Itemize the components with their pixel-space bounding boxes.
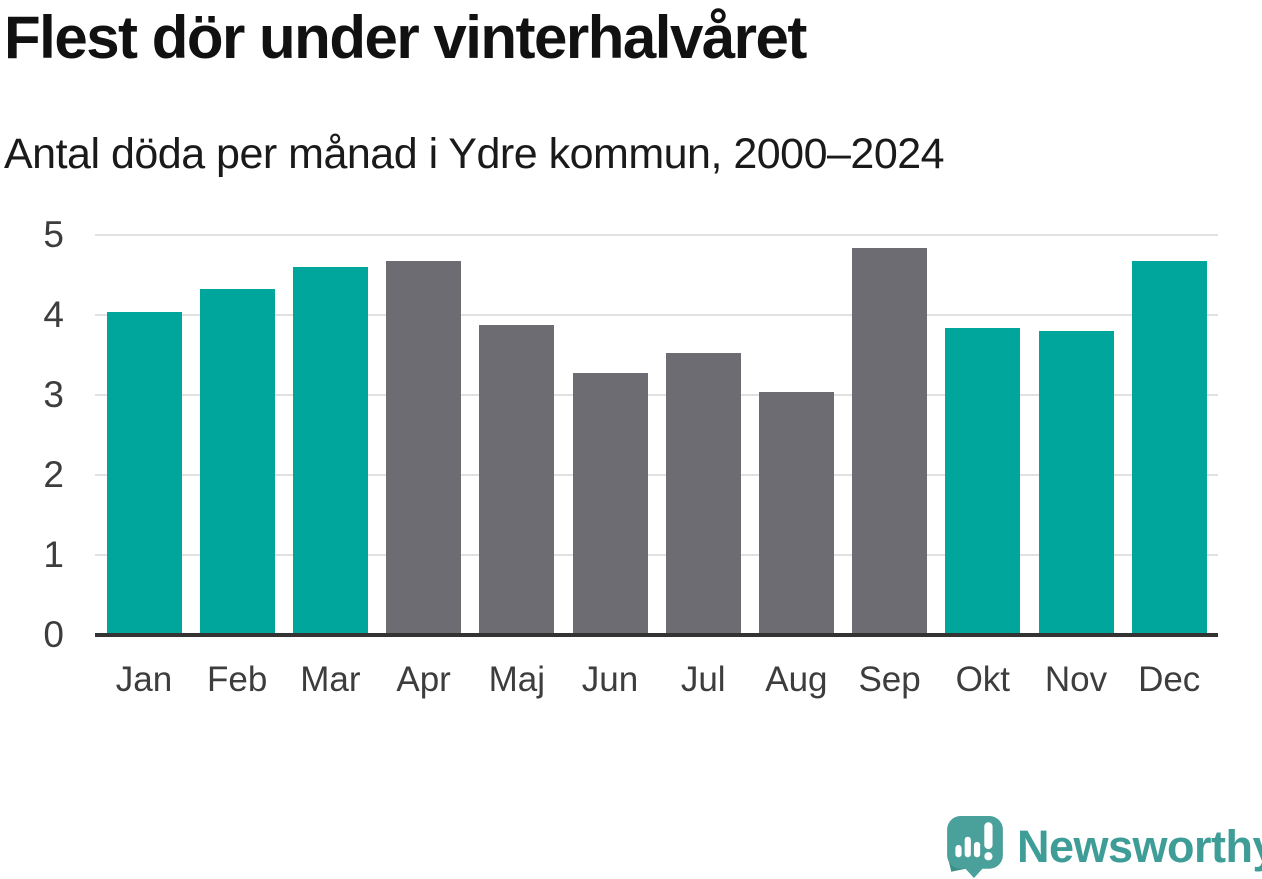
x-label-aug: Aug	[765, 660, 828, 699]
logo-bar-1	[955, 844, 962, 858]
x-axis-line	[95, 633, 1218, 637]
y-tick-5: 5	[43, 214, 64, 255]
bar-mar	[292, 267, 368, 635]
logo-exclamation-bar	[984, 822, 993, 850]
y-tick-1: 1	[43, 534, 64, 575]
x-label-apr: Apr	[396, 660, 451, 699]
y-tick-0: 0	[43, 614, 64, 655]
x-label-sep: Sep	[858, 660, 921, 699]
x-label-maj: Maj	[488, 660, 545, 699]
bar-okt	[945, 327, 1021, 635]
y-tick-2: 2	[43, 454, 64, 495]
brand-footer: Newsworthy	[943, 815, 1262, 878]
gridline-5	[95, 234, 1218, 236]
x-label-okt: Okt	[955, 660, 1011, 699]
gridline-3	[95, 394, 1218, 396]
brand-name: Newsworthy	[1017, 820, 1262, 872]
plot-area	[95, 234, 1218, 635]
logo-bar-2	[964, 836, 971, 858]
x-label-mar: Mar	[300, 660, 361, 699]
logo-exclamation-dot	[984, 852, 993, 861]
newsworthy-logo-icon	[947, 816, 1003, 878]
x-label-dec: Dec	[1138, 660, 1201, 699]
bar-maj	[479, 324, 555, 635]
bar-feb	[199, 289, 275, 635]
logo-bubble-shape	[947, 816, 1003, 869]
bar-jan	[106, 311, 182, 635]
bar-jul	[665, 353, 741, 635]
chart-subtitle: Antal döda per månad i Ydre kommun, 2000…	[4, 130, 945, 178]
bar-jun	[572, 372, 648, 635]
x-label-jul: Jul	[680, 660, 726, 699]
y-tick-4: 4	[43, 294, 64, 335]
x-axis-labels: Jan Feb Mar Apr Maj Jun Jul Aug Sep Okt Nov Dec	[95, 658, 1218, 708]
bar-nov	[1038, 331, 1114, 635]
bar-dec	[1131, 260, 1207, 635]
x-label-jan: Jan	[115, 660, 173, 699]
gridline-4	[95, 314, 1218, 316]
chart-title: Flest dör under vinterhalvåret	[4, 4, 807, 71]
y-tick-3: 3	[43, 374, 64, 415]
x-label-feb: Feb	[207, 660, 268, 699]
bar-apr	[386, 260, 462, 635]
gridline-1	[95, 554, 1218, 556]
logo-bar-3	[973, 841, 981, 858]
gridline-2	[95, 474, 1218, 476]
x-label-jun: Jun	[581, 660, 639, 699]
bar-sep	[852, 247, 928, 635]
logo-bubble-tail	[962, 865, 986, 878]
bar-aug	[758, 391, 834, 635]
x-label-nov: Nov	[1044, 660, 1108, 699]
